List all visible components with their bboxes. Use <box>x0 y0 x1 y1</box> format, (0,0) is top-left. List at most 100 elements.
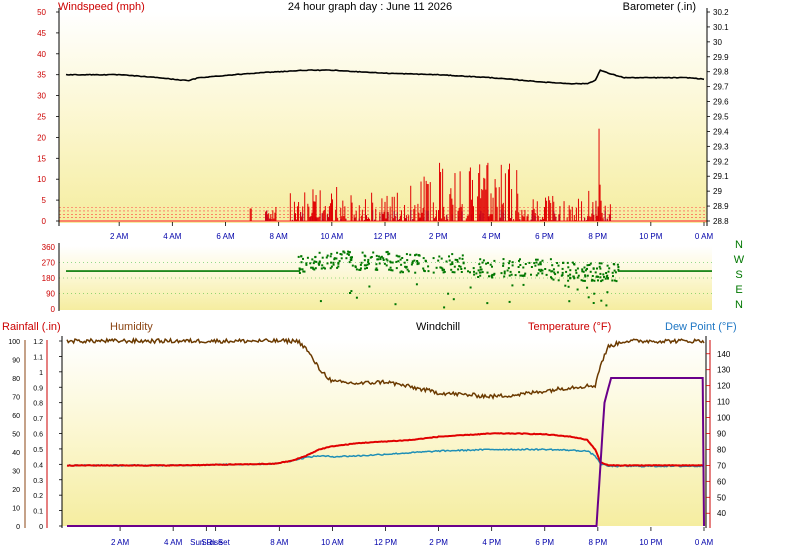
time-tick-label: 2 AM <box>111 538 130 547</box>
wind-direction-point <box>409 253 412 256</box>
humidity-legend: Humidity <box>110 321 153 333</box>
wind-direction-point <box>562 261 565 264</box>
wind-direction-point <box>422 267 425 270</box>
direction-panel-bg <box>59 246 712 310</box>
wind-direction-point <box>347 250 350 253</box>
wind-direction-point <box>599 267 602 270</box>
wind-direction-point <box>364 267 367 270</box>
wind-direction-point <box>306 256 309 259</box>
wind-direction-point <box>478 263 481 266</box>
windchill-legend: Windchill <box>416 321 460 333</box>
wind-direction-point <box>605 304 608 307</box>
wind-direction-point <box>492 273 495 276</box>
wind-direction-point <box>380 255 383 258</box>
time-tick-label: 10 AM <box>320 232 343 241</box>
wind-direction-point <box>522 266 525 269</box>
wind-direction-point <box>556 271 559 274</box>
wind-direction-point <box>303 270 306 273</box>
windspeed-tick-label: 45 <box>37 29 46 38</box>
wind-direction-point <box>473 273 476 276</box>
wind-direction-point <box>351 264 354 267</box>
wind-direction-point <box>571 261 574 264</box>
wind-direction-point <box>440 266 443 269</box>
rainfall-tick-label: 0.3 <box>33 478 43 485</box>
compass-label: N <box>735 239 743 251</box>
wind-direction-point <box>479 266 482 269</box>
wind-direction-point <box>613 279 616 282</box>
wind-direction-point <box>386 259 389 262</box>
time-tick-label: 8 AM <box>270 538 289 547</box>
wind-direction-point <box>508 260 511 263</box>
wind-direction-point <box>441 269 444 272</box>
wind-direction-point <box>469 271 471 274</box>
wind-direction-point <box>345 257 348 260</box>
wind-direction-point <box>606 264 609 267</box>
wind-direction-point <box>509 270 512 273</box>
humidity-tick-label: 50 <box>12 432 20 439</box>
time-tick-label: Sun Set <box>201 538 230 547</box>
wind-direction-point <box>372 251 375 254</box>
wind-direction-point <box>552 278 555 281</box>
wind-direction-point <box>350 257 353 260</box>
wind-direction-point <box>569 273 572 276</box>
wind-direction-point <box>385 258 388 261</box>
wind-direction-point <box>589 262 592 265</box>
wind-direction-point <box>363 254 366 257</box>
wind-direction-point <box>402 271 404 274</box>
wind-direction-point <box>339 253 342 255</box>
wind-direction-point <box>382 257 385 260</box>
wind-direction-point <box>450 268 453 271</box>
time-tick-label: 4 PM <box>482 232 501 241</box>
wind-direction-point <box>617 268 620 271</box>
wind-direction-point <box>399 271 402 274</box>
windspeed-tick-label: 10 <box>37 175 46 184</box>
wind-direction-point <box>319 300 322 303</box>
wind-direction-point <box>611 271 614 274</box>
wind-direction-point <box>350 259 353 262</box>
wind-direction-point <box>349 292 351 294</box>
wind-direction-point <box>580 279 583 282</box>
wind-direction-point <box>335 257 338 260</box>
barometer-tick-label: 29.4 <box>713 127 729 136</box>
wind-direction-point <box>606 277 609 279</box>
wind-direction-point <box>535 258 537 261</box>
direction-tick-label: 270 <box>42 259 56 268</box>
rainfall-tick-label: 0 <box>39 524 43 531</box>
temperature-tick-label: 90 <box>717 430 726 439</box>
wind-direction-point <box>405 266 407 269</box>
time-tick-label: 4 PM <box>482 538 501 547</box>
wind-direction-point <box>567 274 570 277</box>
wind-direction-point <box>599 272 602 275</box>
wind-direction-point <box>442 271 445 274</box>
wind-direction-point <box>300 255 303 258</box>
wind-direction-point <box>411 260 414 263</box>
wind-direction-point <box>447 292 450 295</box>
wind-direction-point <box>454 258 457 261</box>
wind-direction-point <box>394 303 397 306</box>
humidity-tick-label: 100 <box>8 339 20 346</box>
wind-direction-point <box>340 257 343 260</box>
wind-direction-point <box>348 261 351 264</box>
wind-direction-point <box>346 252 349 255</box>
wind-direction-point <box>602 273 605 276</box>
wind-direction-point <box>508 262 510 265</box>
wind-direction-point <box>399 258 402 261</box>
wind-direction-point <box>566 261 569 264</box>
time-tick-label: 8 PM <box>588 232 607 241</box>
wind-direction-point <box>486 271 489 274</box>
wind-direction-point <box>589 270 592 273</box>
wind-direction-point <box>595 275 598 278</box>
rainfall-tick-label: 1.2 <box>33 339 43 346</box>
barometer-tick-label: 30 <box>713 38 722 47</box>
wind-direction-point <box>479 258 482 261</box>
windspeed-tick-label: 15 <box>37 154 46 163</box>
wind-direction-point <box>503 272 506 275</box>
temperature-tick-label: 70 <box>717 461 726 470</box>
wind-direction-point <box>469 286 472 289</box>
humidity-tick-label: 20 <box>12 487 20 494</box>
wind-direction-point <box>309 262 312 265</box>
graph-title: 24 hour graph day : June 11 2026 <box>288 1 452 13</box>
wind-direction-point <box>557 279 560 282</box>
rainfall-tick-label: 0.7 <box>33 416 43 423</box>
wind-direction-point <box>457 268 460 271</box>
